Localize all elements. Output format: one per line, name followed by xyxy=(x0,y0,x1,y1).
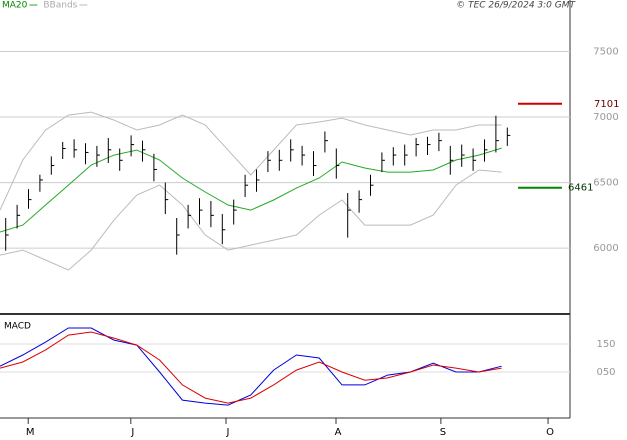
legend-label: BBands xyxy=(43,1,77,11)
y-tick-label: 6500 xyxy=(593,178,618,189)
chart-title: © TEC 26/9/2024 3:0 GMT xyxy=(456,1,576,11)
y-tick-label: 6000 xyxy=(593,243,618,254)
line-1 xyxy=(0,111,502,211)
y-tick-label: 7000 xyxy=(593,112,618,123)
panel-title: MACD xyxy=(4,322,31,332)
x-tick-label: J xyxy=(226,427,230,438)
x-tick-label: S xyxy=(440,427,446,438)
legend-label: MA20 xyxy=(2,1,28,11)
x-tick-label: M xyxy=(26,427,35,438)
line-lower-1 xyxy=(0,169,502,271)
macd-line xyxy=(0,331,502,404)
y-tick-label: 7500 xyxy=(593,47,618,58)
x-tick-label: O xyxy=(546,427,554,438)
x-tick-label: A xyxy=(335,427,342,438)
x-tick-label: J xyxy=(130,427,134,438)
level-label: 7101 xyxy=(594,99,619,110)
macd-line xyxy=(0,327,502,406)
line-0 xyxy=(0,147,502,233)
y-tick-label: 150 xyxy=(596,339,615,350)
y-tick-label: 050 xyxy=(596,367,615,378)
level-label: 6461 xyxy=(568,183,593,194)
